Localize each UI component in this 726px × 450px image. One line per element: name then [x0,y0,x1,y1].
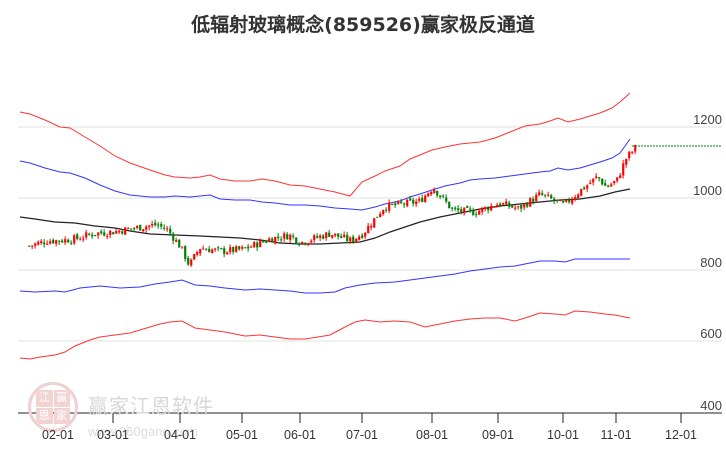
y-tick-label: 1000 [693,183,722,198]
x-tick-label: 09-01 [482,428,514,442]
price-candles [28,144,637,267]
watermark-seal [28,382,78,432]
watermark-brand: 赢家江恩软件 [88,394,214,418]
y-tick-label: 400 [700,398,722,413]
seal-char: 家 [53,407,70,424]
x-tick-label: 04-01 [164,428,196,442]
upper-outer-band [19,92,631,197]
chart-title: 低辐射玻璃概念(859526)赢家极反通道 [191,14,535,36]
y-tick-label: 600 [700,326,722,341]
seal-char: 赢 [53,390,70,407]
seal-char: 恩 [36,407,53,424]
middle-line [19,188,631,245]
x-tick-label: 02-01 [42,428,74,442]
watermark-seal-chars: 江 赢 恩 家 [36,390,70,424]
x-tick-label: 12-01 [665,428,697,442]
seal-char: 江 [36,390,53,407]
x-tick-label: 03-01 [97,428,129,442]
x-tick-label: 07-01 [346,428,378,442]
x-tick-label: 05-01 [226,428,258,442]
y-tick-label: 800 [700,255,722,270]
x-tick-label: 11-01 [600,428,632,442]
upper-inner-band [19,138,631,211]
x-axis-ticks [57,413,682,423]
y-tick-label: 1200 [693,112,722,127]
lower-inner-band [19,258,630,294]
x-tick-label: 08-01 [416,428,448,442]
lower-outer-band [19,310,631,360]
y-gridlines [18,126,722,342]
watermark-url: www.360gann.com [88,424,198,439]
x-tick-label: 10-01 [547,428,579,442]
x-tick-label: 06-01 [284,428,316,442]
